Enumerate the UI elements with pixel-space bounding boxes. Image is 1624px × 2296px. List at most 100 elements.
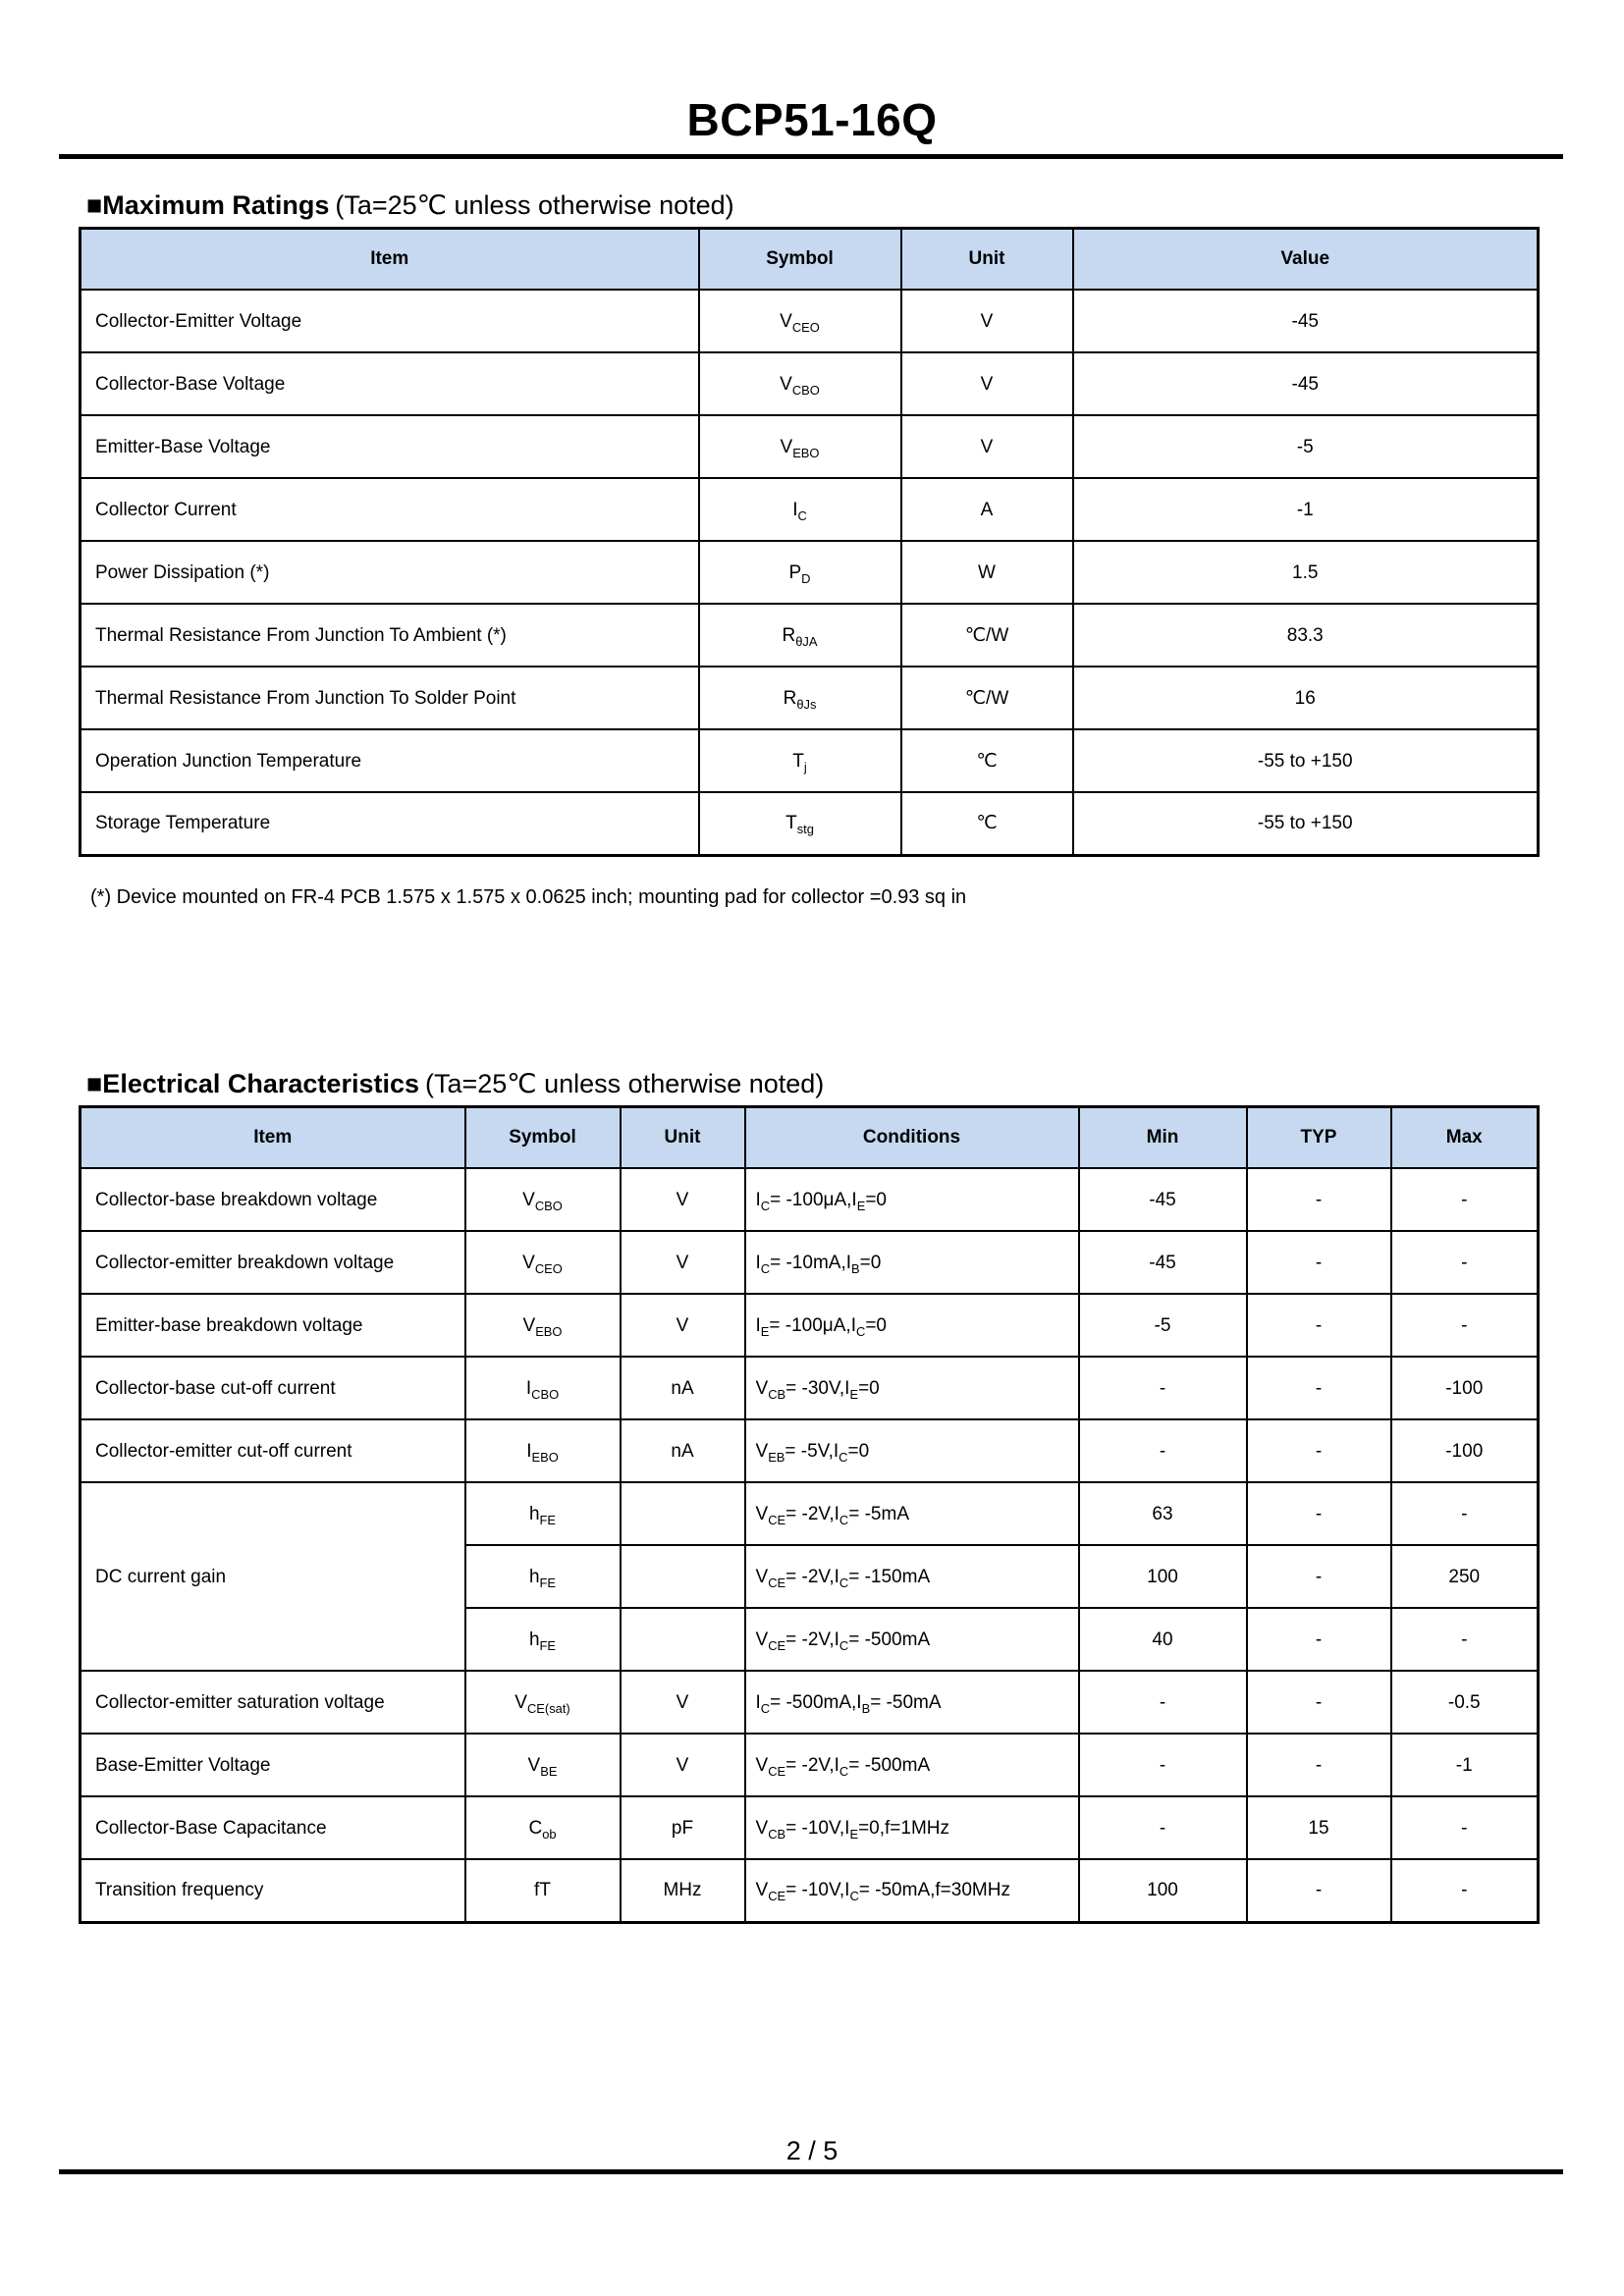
cell-symbol: IC — [697, 477, 902, 543]
cell-unit — [619, 1481, 746, 1547]
cell-item: Collector-base cut-off current — [79, 1356, 466, 1421]
table-row: Thermal Resistance From Junction To Ambi… — [79, 603, 1540, 668]
cell-symbol: IEBO — [463, 1418, 622, 1484]
table-row: Collector Current IC A -1 — [79, 477, 1540, 543]
cell-conditions: VCE= -2V,IC= -500mA — [743, 1733, 1080, 1798]
cell-unit — [619, 1544, 746, 1610]
cell-item: Collector-emitter saturation voltage — [79, 1670, 466, 1735]
cell-symbol: hFE — [463, 1544, 622, 1610]
cell-item: Base-Emitter Voltage — [79, 1733, 466, 1798]
cell-min: -5 — [1077, 1293, 1248, 1359]
cell-min: 40 — [1077, 1607, 1248, 1673]
cell-conditions: VCE= -2V,IC= -5mA — [743, 1481, 1080, 1547]
cell-max: -1 — [1389, 1733, 1540, 1798]
cell-item: DC current gain — [79, 1481, 466, 1673]
cell-symbol: RθJs — [697, 666, 902, 731]
cell-typ: - — [1245, 1230, 1392, 1296]
cell-typ: - — [1245, 1733, 1392, 1798]
cell-item: Operation Junction Temperature — [79, 728, 700, 794]
cell-symbol: VCEO — [697, 289, 902, 354]
table-row: Storage Temperature Tstg ℃ -55 to +150 — [79, 791, 1540, 857]
cell-symbol: hFE — [463, 1481, 622, 1547]
cell-typ: - — [1245, 1418, 1392, 1484]
cell-symbol: Tstg — [697, 791, 902, 857]
cell-unit: V — [619, 1670, 746, 1735]
cell-item: Collector-emitter breakdown voltage — [79, 1230, 466, 1296]
table-row: DC current gain hFE VCE= -2V,IC= -5mA 63- - — [79, 1481, 1540, 1673]
cell-value: 1.5 — [1071, 540, 1540, 606]
cell-symbol: Tj — [697, 728, 902, 794]
cell-item: Collector-base breakdown voltage — [79, 1167, 466, 1233]
cell-min: 100 — [1077, 1544, 1248, 1610]
cell-symbol: VBE — [463, 1733, 622, 1798]
table-row: Collector-emitter saturation voltage VCE(… — [79, 1670, 1540, 1735]
cell-symbol: PD — [697, 540, 902, 606]
cell-unit: V — [899, 289, 1074, 354]
cell-min: 63 — [1077, 1481, 1248, 1547]
cell-unit: nA — [619, 1418, 746, 1484]
cell-item: Collector-Emitter Voltage — [79, 289, 700, 354]
column-header-min: Min — [1077, 1105, 1248, 1170]
cell-unit: ℃ — [899, 728, 1074, 794]
cell-item: Collector-Base Voltage — [79, 351, 700, 417]
max-ratings-footnote: (*) Device mounted on FR-4 PCB 1.575 x 1… — [90, 885, 967, 908]
column-header-max: Max — [1389, 1105, 1540, 1170]
table-row: Collector-Emitter Voltage VCEO V -45 — [79, 289, 1540, 354]
cell-unit: A — [899, 477, 1074, 543]
cell-unit: V — [619, 1230, 746, 1296]
table-row: Base-Emitter Voltage VBE V VCE= -2V,IC= -50… — [79, 1733, 1540, 1798]
cell-unit: V — [619, 1293, 746, 1359]
max-ratings-table: Item Symbol Unit Value Collector-Emitter Vol… — [79, 226, 1540, 857]
cell-unit: pF — [619, 1795, 746, 1861]
electrical-heading-note: (Ta=25℃ unless otherwise noted) — [425, 1068, 825, 1098]
cell-typ: - — [1245, 1670, 1392, 1735]
cell-max: -100 — [1389, 1418, 1540, 1484]
column-header-unit: Unit — [619, 1105, 746, 1170]
cell-item: Collector-Base Capacitance — [79, 1795, 466, 1861]
max-ratings-heading: ■Maximum Ratings (Ta=25℃ unless otherwise… — [86, 190, 1624, 221]
cell-min: - — [1077, 1733, 1248, 1798]
cell-conditions: IC= -500mA,IB= -50mA — [743, 1670, 1080, 1735]
cell-unit: MHz — [619, 1858, 746, 1924]
table-row: Emitter-base breakdown voltage VEBO V IE= -… — [79, 1293, 1540, 1359]
cell-conditions: VCB= -30V,IE=0 — [743, 1356, 1080, 1421]
table-row: Power Dissipation (*) PD W 1.5 — [79, 540, 1540, 606]
cell-unit: ℃/W — [899, 666, 1074, 731]
max-ratings-heading-title: ■Maximum Ratings — [86, 189, 330, 220]
cell-value: -1 — [1071, 477, 1540, 543]
table-row: Collector-Base Capacitance Cob pF VCB= -10V… — [79, 1795, 1540, 1861]
table-row: Emitter-Base Voltage VEBO V -5 — [79, 414, 1540, 480]
cell-min: -45 — [1077, 1167, 1248, 1233]
cell-typ: - — [1245, 1607, 1392, 1673]
cell-value: -55 to +150 — [1071, 791, 1540, 857]
cell-typ: 15 — [1245, 1795, 1392, 1861]
cell-item: Thermal Resistance From Junction To Ambi… — [79, 603, 700, 668]
cell-conditions: VCB= -10V,IE=0,f=1MHz — [743, 1795, 1080, 1861]
table-row: Operation Junction Temperature Tj ℃ -55 to … — [79, 728, 1540, 794]
cell-typ: - — [1245, 1356, 1392, 1421]
electrical-characteristics-table: Item Symbol Unit Conditions Min TYP Max Collect… — [79, 1104, 1540, 1924]
cell-item: Thermal Resistance From Junction To Sold… — [79, 666, 700, 731]
table-row: Collector-base breakdown voltage VCBO V IC=… — [79, 1167, 1540, 1233]
cell-conditions: VEB= -5V,IC=0 — [743, 1418, 1080, 1484]
cell-unit: V — [899, 351, 1074, 417]
cell-max: - — [1389, 1293, 1540, 1359]
cell-symbol: VCBO — [463, 1167, 622, 1233]
table-row: Collector-base cut-off current ICBO nA VCB=… — [79, 1356, 1540, 1421]
cell-value: 83.3 — [1071, 603, 1540, 668]
cell-item: Emitter-Base Voltage — [79, 414, 700, 480]
cell-unit: V — [899, 414, 1074, 480]
title-divider — [59, 153, 1563, 159]
cell-unit: ℃/W — [899, 603, 1074, 668]
cell-max: - — [1389, 1607, 1540, 1673]
column-header-symbol: Symbol — [697, 227, 902, 292]
cell-symbol: RθJA — [697, 603, 902, 668]
cell-max: -100 — [1389, 1356, 1540, 1421]
column-header-symbol: Symbol — [463, 1105, 622, 1170]
page-number: 2 / 5 — [785, 2136, 839, 2165]
cell-unit — [619, 1607, 746, 1673]
cell-min: - — [1077, 1795, 1248, 1861]
cell-min: - — [1077, 1418, 1248, 1484]
cell-typ: - — [1245, 1544, 1392, 1610]
cell-item: Collector Current — [79, 477, 700, 543]
